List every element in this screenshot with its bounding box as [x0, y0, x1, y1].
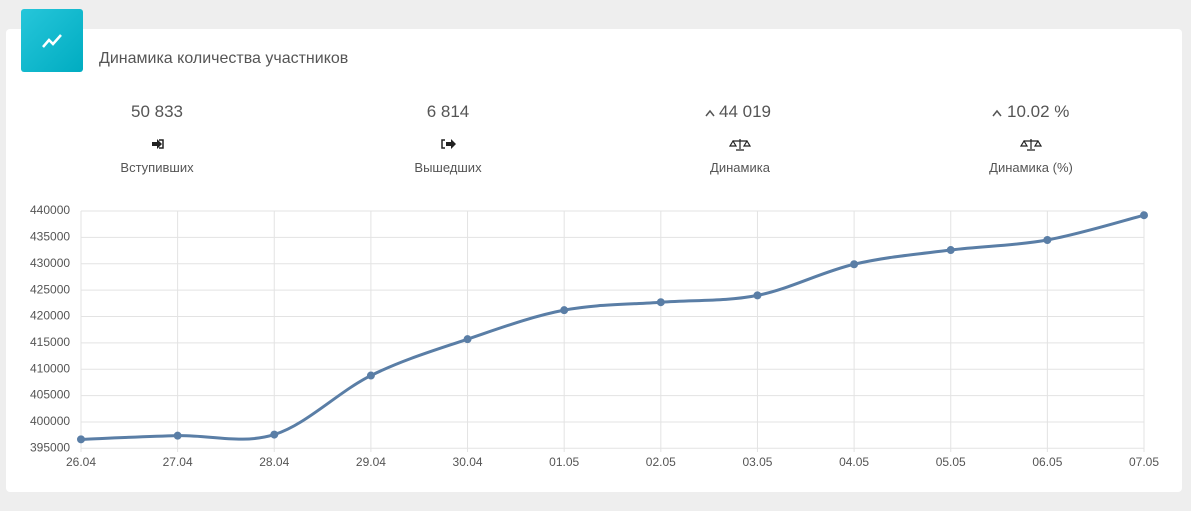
- trend-icon: [42, 34, 62, 48]
- y-tick-label: 405000: [30, 388, 70, 402]
- card: [6, 29, 1182, 492]
- x-tick-label: 02.05: [646, 455, 676, 469]
- y-tick-label: 400000: [30, 414, 70, 428]
- y-tick-label: 425000: [30, 282, 70, 296]
- stat-value: 50 833: [131, 102, 183, 121]
- point: [850, 260, 859, 269]
- x-tick-label: 03.05: [742, 455, 772, 469]
- point: [173, 431, 182, 440]
- point: [366, 371, 375, 380]
- stat-label: Вышедших: [414, 160, 482, 175]
- stat-value: 10.02 %: [1007, 102, 1069, 121]
- stat-value: 44 019: [719, 102, 771, 121]
- x-tick-label: 01.05: [549, 455, 579, 469]
- sign-out-icon: [441, 139, 456, 149]
- x-tick-label: 05.05: [936, 455, 966, 469]
- x-tick-label: 04.05: [839, 455, 869, 469]
- caret-up: [992, 109, 1002, 117]
- x-tick-label: 06.05: [1032, 455, 1062, 469]
- point: [753, 291, 762, 300]
- x-tick-label: 07.05: [1129, 455, 1159, 469]
- y-tick-label: 410000: [30, 361, 70, 375]
- point: [77, 435, 85, 444]
- x-tick-label: 30.04: [453, 455, 483, 469]
- x-tick-label: 28.04: [259, 455, 289, 469]
- point: [656, 298, 665, 307]
- y-tick-label: 435000: [30, 230, 70, 244]
- x-tick-label: 26.04: [66, 455, 96, 469]
- stat-label: Динамика (%): [989, 160, 1073, 175]
- y-tick-label: 440000: [30, 203, 70, 217]
- point: [560, 306, 569, 315]
- point: [1043, 236, 1052, 245]
- balance-icon: [1019, 139, 1043, 151]
- card-title: Динамика количества участников: [99, 50, 348, 67]
- y-tick-label: 420000: [30, 309, 70, 323]
- x-tick-label: 27.04: [163, 455, 193, 469]
- stat-value: 6 814: [427, 102, 470, 121]
- point: [270, 430, 279, 439]
- balance-icon: [728, 139, 752, 151]
- point: [946, 246, 955, 255]
- y-tick-label: 395000: [30, 440, 70, 454]
- stat-label: Динамика: [710, 160, 771, 175]
- card-icon: [21, 9, 83, 72]
- y-tick-label: 430000: [30, 256, 70, 270]
- y-tick-label: 415000: [30, 335, 70, 349]
- caret-up: [705, 109, 715, 117]
- stat-label: Вступивших: [120, 160, 194, 175]
- x-tick-label: 29.04: [356, 455, 386, 469]
- point: [1140, 211, 1148, 220]
- sign-in-icon: [152, 139, 164, 149]
- point: [463, 335, 472, 344]
- plot: 395000 400000 405000 410000 415000 420000 4250…: [30, 203, 1159, 469]
